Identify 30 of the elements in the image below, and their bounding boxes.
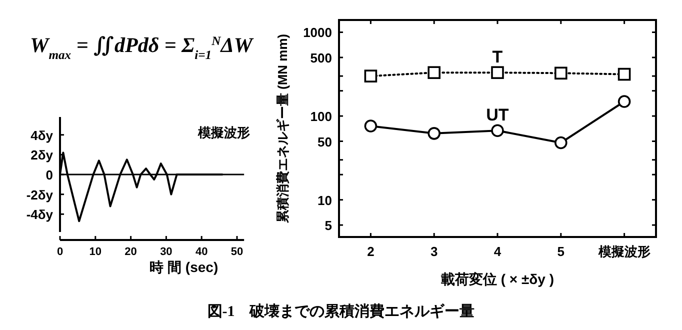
y-tick-label: -4δy [26, 207, 54, 222]
x-tick-label: 5 [557, 244, 565, 259]
x-tick-label: 10 [89, 246, 102, 258]
x-axis-title: 時 間 (sec) [150, 259, 218, 275]
y-tick-label: 10 [318, 192, 332, 208]
y-tick-label: 0 [46, 168, 53, 182]
x-tick-label: 20 [124, 246, 137, 258]
x-axis-title: 載荷変位 ( × ±δy ) [440, 271, 554, 287]
y-tick-label: 100 [310, 109, 332, 124]
x-tick-label: 50 [230, 246, 244, 258]
y-tick-label: 50 [318, 134, 332, 150]
x-tick-label: 2 [367, 244, 374, 259]
y-tick-label: 1000 [303, 25, 332, 40]
y-tick-label: 4δy [30, 128, 54, 143]
series-label: T [492, 48, 504, 67]
x-tick-label: 4 [494, 244, 502, 259]
annotation: 模擬波形 [197, 125, 250, 140]
y-tick-label: 2δy [30, 148, 54, 163]
y-axis-title: 累積消費エネルギー量 (MN mm) [275, 34, 290, 224]
x-tick-label: 30 [160, 246, 172, 258]
x-tick-label: 0 [56, 246, 64, 258]
text: 図-1 破壊までの累積消費エネルギー量 [207, 303, 475, 320]
y-tick-label: -2δy [26, 187, 54, 202]
x-tick-label: 3 [430, 244, 438, 259]
text: W$_{max}$ = ∬dPdδ = Σ$_{i=1}$$^{N}$ΔW [30, 33, 254, 62]
x-tick-label: 模擬波形 [597, 244, 650, 259]
y-tick-label: 5 [324, 218, 332, 234]
series-label: UT [486, 106, 510, 125]
x-tick-label: 40 [195, 246, 208, 258]
y-tick-label: 500 [310, 50, 332, 66]
